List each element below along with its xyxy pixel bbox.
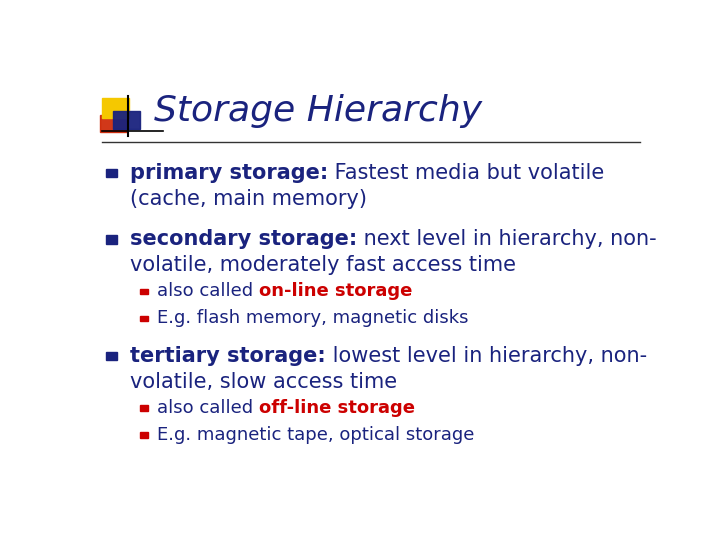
Text: volatile, slow access time: volatile, slow access time [130, 372, 397, 392]
Bar [106, 168, 117, 177]
Bar [106, 235, 117, 244]
Text: E.g. magnetic tape, optical storage: E.g. magnetic tape, optical storage [157, 426, 474, 444]
Text: (cache, main memory): (cache, main memory) [130, 188, 367, 208]
Text: off-line storage: off-line storage [258, 399, 415, 417]
Text: E.g. flash memory, magnetic disks: E.g. flash memory, magnetic disks [157, 309, 469, 327]
Bar [106, 352, 117, 360]
Bar [140, 405, 148, 411]
Text: next level in hierarchy, non-: next level in hierarchy, non- [357, 230, 657, 249]
Bar [140, 288, 148, 294]
Text: on-line storage: on-line storage [258, 282, 413, 300]
Text: Fastest media but volatile: Fastest media but volatile [328, 163, 605, 183]
Bar [102, 98, 129, 118]
Text: also called: also called [157, 399, 258, 417]
Text: Storage Hierarchy: Storage Hierarchy [154, 93, 482, 127]
Text: volatile, moderately fast access time: volatile, moderately fast access time [130, 255, 516, 275]
Text: lowest level in hierarchy, non-: lowest level in hierarchy, non- [326, 346, 647, 366]
Bar [100, 114, 127, 132]
Text: primary storage:: primary storage: [130, 163, 328, 183]
Bar [140, 432, 148, 438]
Bar [114, 111, 140, 129]
Text: also called: also called [157, 282, 258, 300]
Bar [140, 315, 148, 321]
Text: secondary storage:: secondary storage: [130, 230, 357, 249]
Text: tertiary storage:: tertiary storage: [130, 346, 326, 366]
